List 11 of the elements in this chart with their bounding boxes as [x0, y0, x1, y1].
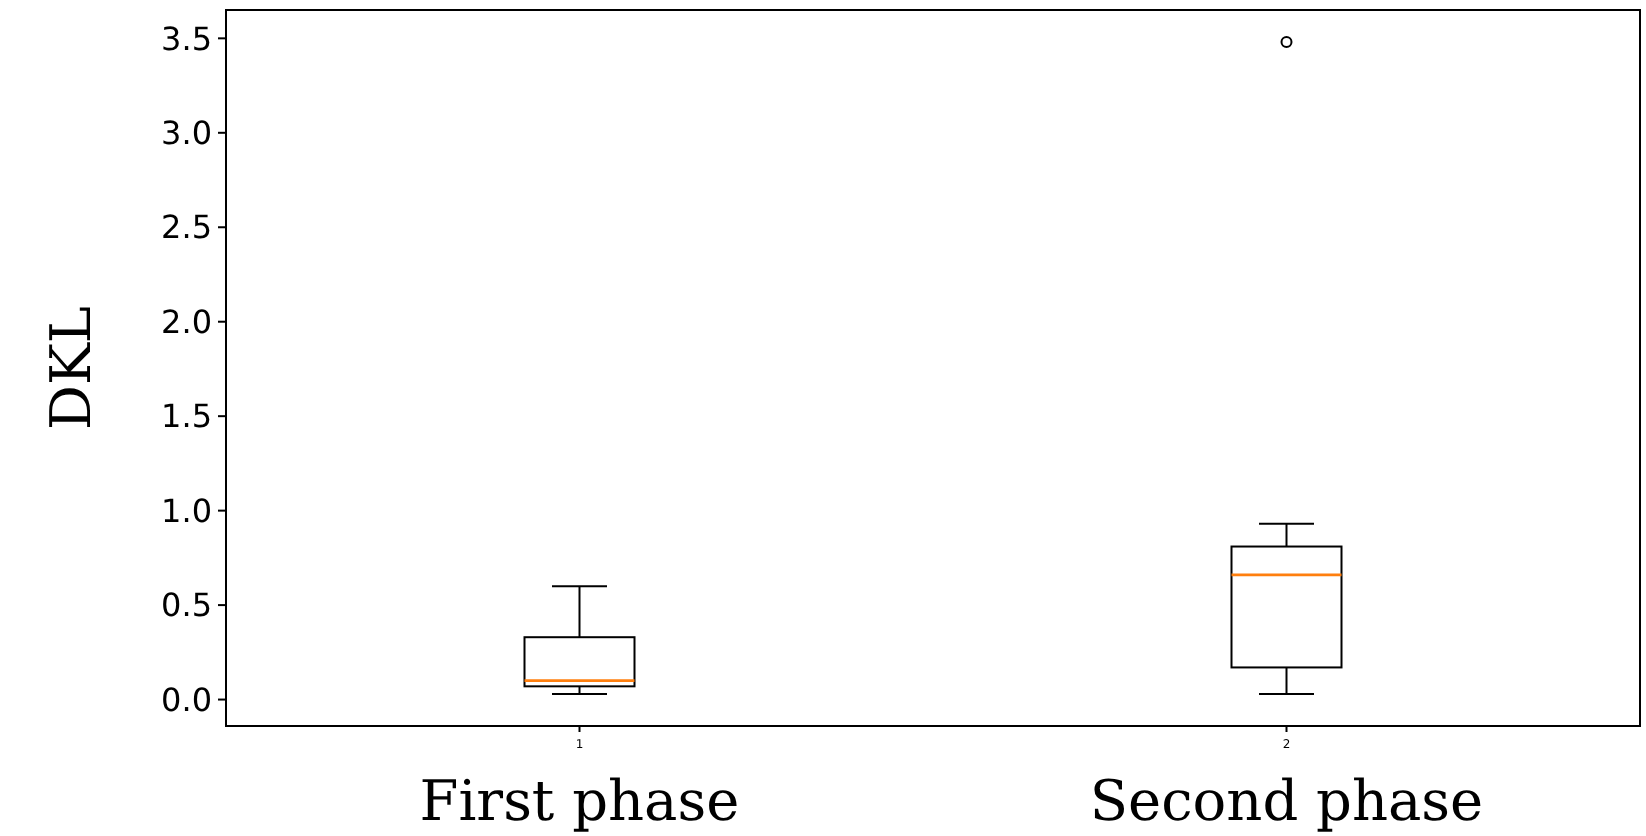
y-tick-label: 0.5	[161, 586, 212, 625]
y-tick-label: 3.5	[161, 19, 212, 58]
text: First phase	[419, 768, 740, 834]
y-tick-label: 1.0	[161, 491, 212, 530]
y-axis-title: DKL	[38, 306, 104, 430]
y-tick-label: 1.5	[161, 397, 212, 436]
y-tick-label: 2.5	[161, 208, 212, 247]
y-tick-label: 0.0	[161, 680, 212, 719]
y-tick-label: 3.0	[161, 114, 212, 152]
text: Second phase	[1089, 768, 1484, 834]
y-tick-label: 2.0	[161, 302, 212, 341]
